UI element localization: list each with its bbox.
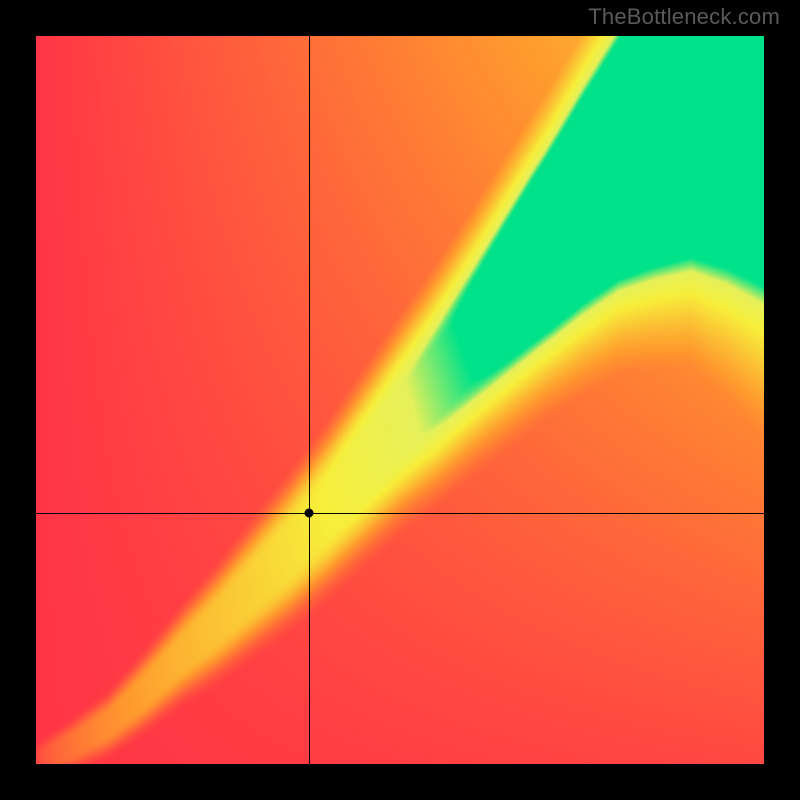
heatmap-canvas	[36, 36, 764, 764]
plot-area	[36, 36, 764, 764]
crosshair-horizontal	[36, 513, 764, 514]
chart-frame: TheBottleneck.com	[0, 0, 800, 800]
watermark-text: TheBottleneck.com	[588, 4, 780, 30]
crosshair-vertical	[309, 36, 310, 764]
crosshair-dot	[305, 508, 314, 517]
